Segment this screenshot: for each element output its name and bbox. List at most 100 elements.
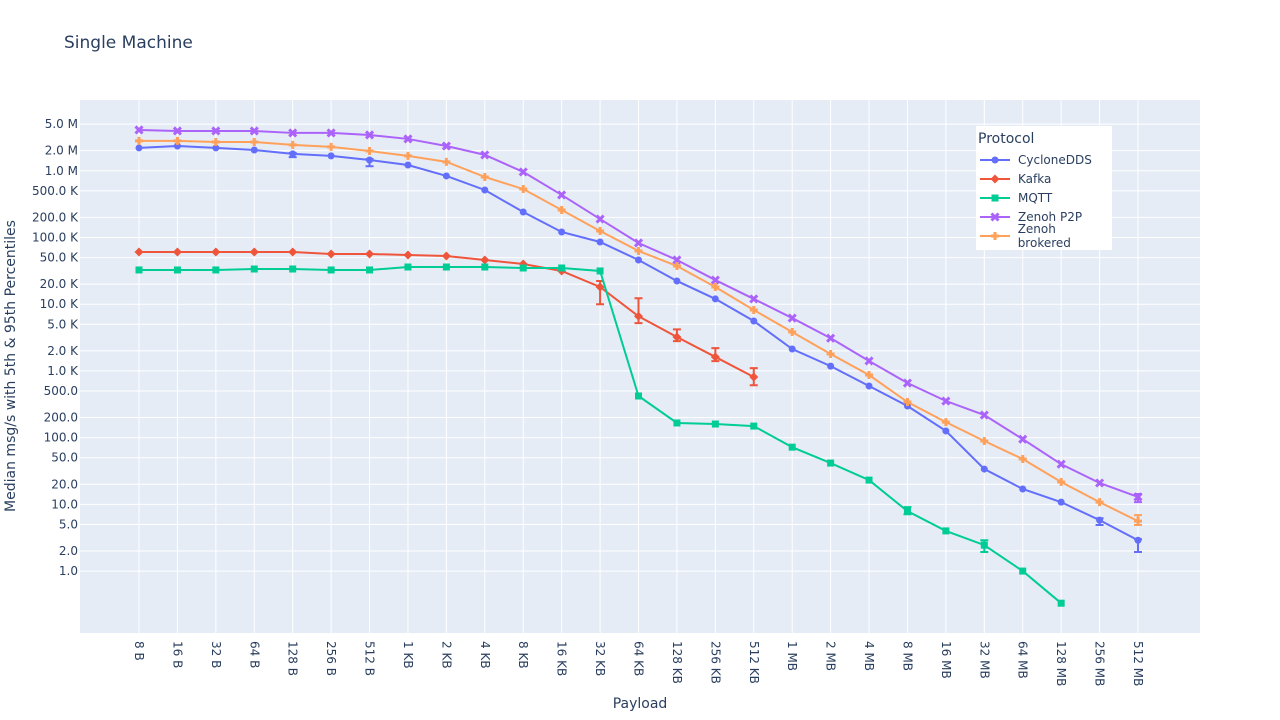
y-tick-label: 5.0 K bbox=[47, 317, 79, 331]
data-point bbox=[558, 264, 566, 272]
data-point bbox=[596, 238, 604, 246]
data-point bbox=[481, 263, 489, 271]
legend-item[interactable]: Zenoh brokered bbox=[978, 222, 1112, 250]
data-point bbox=[288, 247, 298, 257]
data-point bbox=[865, 371, 874, 380]
data-point bbox=[979, 410, 989, 420]
x-tick-label: 64 MB bbox=[1016, 641, 1030, 679]
data-point bbox=[519, 208, 527, 216]
y-axis-title: Median msg/s with 5th & 95th Percentiles bbox=[3, 220, 19, 512]
legend-item[interactable]: Zenoh P2P bbox=[978, 207, 1082, 226]
legend-label: Kafka bbox=[1018, 171, 1052, 186]
legend-title: Protocol bbox=[978, 131, 1035, 147]
data-point bbox=[557, 190, 567, 200]
data-point bbox=[211, 247, 221, 257]
data-point bbox=[403, 134, 413, 144]
data-point bbox=[711, 420, 719, 428]
data-point bbox=[480, 150, 490, 160]
data-point bbox=[172, 126, 182, 136]
series-kafka bbox=[134, 247, 759, 387]
data-point bbox=[788, 345, 796, 353]
data-point bbox=[749, 305, 758, 314]
y-tick-label: 200.0 bbox=[44, 411, 78, 425]
x-tick-label: 128 KB bbox=[670, 641, 684, 684]
legend-item[interactable]: CycloneDDS bbox=[978, 150, 1092, 169]
data-point bbox=[518, 167, 528, 177]
data-point bbox=[519, 264, 527, 272]
x-tick-label: 16 MB bbox=[939, 641, 953, 679]
data-point bbox=[749, 372, 759, 382]
data-point bbox=[1095, 498, 1104, 507]
data-point bbox=[173, 136, 182, 145]
data-point bbox=[442, 157, 451, 166]
data-point bbox=[403, 151, 412, 160]
y-tick-label: 10.0 bbox=[51, 497, 78, 511]
data-point bbox=[1019, 485, 1027, 493]
data-point bbox=[1134, 536, 1142, 544]
data-point bbox=[827, 362, 835, 370]
data-point bbox=[212, 266, 220, 274]
data-point bbox=[826, 350, 835, 359]
legend-item[interactable]: Kafka bbox=[978, 169, 1051, 188]
y-tick-label: 5.0 bbox=[59, 517, 78, 531]
data-point bbox=[980, 465, 988, 473]
data-point bbox=[750, 317, 758, 325]
data-point bbox=[980, 437, 989, 446]
x-tick-label: 128 MB bbox=[1054, 641, 1068, 686]
data-point bbox=[172, 247, 182, 257]
y-tick-label: 1.0 K bbox=[47, 364, 79, 378]
data-point bbox=[404, 263, 412, 271]
data-point bbox=[326, 249, 336, 259]
legend-swatch-icon bbox=[980, 174, 1010, 183]
data-point bbox=[1133, 492, 1143, 502]
data-point bbox=[827, 459, 835, 467]
data-point bbox=[942, 427, 950, 435]
y-tick-label: 20.0 bbox=[51, 477, 78, 491]
y-tick-label: 50.0 bbox=[51, 451, 78, 465]
data-point bbox=[902, 378, 913, 388]
x-tick-label: 16 B bbox=[170, 641, 184, 668]
data-point bbox=[558, 228, 566, 236]
data-point bbox=[134, 125, 144, 135]
data-point bbox=[211, 126, 221, 136]
data-point bbox=[1096, 516, 1104, 524]
y-tick-label: 2.0 M bbox=[45, 144, 78, 158]
x-tick-label: 64 KB bbox=[632, 641, 646, 676]
data-point bbox=[865, 382, 873, 390]
legend-item[interactable]: MQTT bbox=[978, 188, 1052, 207]
chart-title: Single Machine bbox=[64, 33, 193, 53]
data-point bbox=[1018, 455, 1027, 464]
x-tick-label: 16 KB bbox=[555, 641, 569, 676]
data-point bbox=[366, 266, 374, 274]
data-point bbox=[366, 156, 374, 164]
data-point bbox=[250, 265, 258, 273]
legend-swatch-icon bbox=[980, 156, 1010, 163]
data-point bbox=[903, 398, 912, 407]
x-tick-label: 32 B bbox=[209, 641, 223, 668]
y-tick-label: 2.0 bbox=[59, 544, 78, 558]
data-point bbox=[980, 541, 988, 549]
data-point bbox=[596, 227, 605, 236]
data-point bbox=[441, 251, 451, 261]
x-tick-label: 2 KB bbox=[439, 641, 453, 669]
data-point bbox=[903, 507, 911, 515]
x-tick-label: 4 KB bbox=[478, 641, 492, 669]
data-point bbox=[173, 266, 181, 274]
data-point bbox=[635, 256, 642, 264]
data-point bbox=[249, 126, 259, 136]
data-point bbox=[481, 186, 489, 194]
data-point bbox=[327, 266, 335, 274]
data-point bbox=[365, 249, 375, 259]
data-point bbox=[595, 214, 605, 224]
data-point bbox=[135, 266, 143, 274]
y-tick-label: 1.0 M bbox=[45, 164, 78, 178]
data-point bbox=[250, 146, 258, 154]
data-point bbox=[710, 275, 720, 285]
legend-swatch-icon bbox=[980, 194, 1010, 201]
y-tick-label: 200.0 K bbox=[32, 210, 79, 224]
x-tick-label: 512 B bbox=[363, 641, 377, 676]
x-tick-label: 256 KB bbox=[708, 641, 722, 684]
data-point bbox=[289, 150, 297, 158]
y-tick-label: 500.0 K bbox=[32, 184, 79, 198]
legend-label: CycloneDDS bbox=[1018, 152, 1092, 167]
